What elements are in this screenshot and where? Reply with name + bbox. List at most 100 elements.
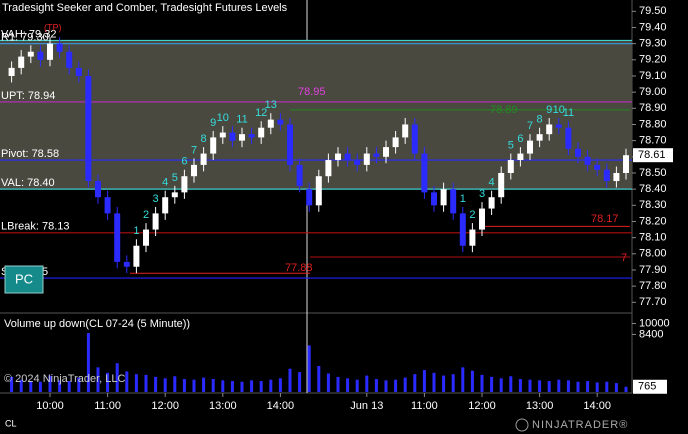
target-label: 78.17: [591, 213, 619, 225]
logo-icon: [515, 418, 529, 432]
volume-bar: [547, 381, 551, 392]
candle-body: [421, 153, 428, 193]
y-tick-label: 78.70: [639, 135, 667, 147]
volume-bar: [67, 381, 71, 392]
volume-bar: [221, 380, 225, 392]
pc-button-label[interactable]: PC: [15, 271, 33, 286]
volume-bar: [288, 368, 292, 392]
level-label: LBreak: 78.13: [1, 221, 70, 233]
candle-body: [354, 160, 361, 165]
y-tick-label: 78.90: [639, 102, 667, 114]
volume-bar: [365, 375, 369, 392]
volume-bar: [432, 372, 436, 392]
candle-body: [440, 189, 447, 206]
volume-bar: [586, 381, 590, 392]
pc-button[interactable]: PC: [4, 265, 44, 294]
volume-bar: [451, 374, 455, 392]
candle-body: [143, 229, 149, 246]
y-tick-label: 79.50: [639, 5, 667, 17]
volume-bar: [10, 376, 14, 392]
candle-body: [162, 197, 169, 214]
y-tick-label: 78.30: [639, 199, 667, 211]
candle-body: [267, 119, 274, 128]
volume-bar: [307, 345, 311, 392]
volume-bar: [605, 381, 609, 392]
candle-body: [37, 51, 44, 60]
candle-body: [123, 261, 130, 267]
edge-label: 7: [621, 252, 627, 264]
x-tick-label: 12:00: [468, 400, 496, 412]
volume-bar: [58, 380, 62, 392]
volume-bar: [106, 372, 110, 392]
volume-bar: [509, 376, 513, 392]
volume-title: Volume up down(CL 07-24 (5 Minute)): [4, 318, 190, 330]
volume-bar: [355, 379, 359, 392]
y-tick-label: 77.90: [639, 264, 667, 276]
count-label: 1: [133, 225, 139, 237]
candle-body: [565, 127, 572, 149]
candle-body: [315, 176, 322, 206]
x-tick-label: 13:00: [526, 400, 554, 412]
candle-body: [517, 153, 524, 161]
value-area: [0, 40, 632, 190]
volume-bar: [96, 367, 100, 392]
y-tick-label: 78.40: [639, 183, 667, 195]
candle-body: [623, 155, 629, 173]
pc-button-box[interactable]: [4, 265, 44, 294]
candle-body: [287, 124, 293, 165]
count-label: 5: [172, 172, 178, 184]
x-tick-label: 11:00: [411, 400, 438, 412]
level-label: UPT: 78.94: [1, 90, 55, 102]
candle-body: [584, 156, 591, 165]
candle-body: [171, 192, 178, 198]
count-label: 12: [255, 107, 267, 119]
count-label: 11: [236, 114, 247, 126]
count-label: 6: [517, 133, 523, 145]
instrument: CL: [5, 418, 17, 428]
count-label: 3: [479, 188, 485, 200]
volume-bar: [394, 379, 398, 392]
volume-bar: [269, 379, 273, 392]
volume-bar: [298, 372, 302, 392]
volume-bar: [528, 379, 532, 392]
x-tick-label: 10:00: [36, 400, 64, 412]
y-tick-label: 78.80: [639, 118, 667, 130]
candle-body: [27, 51, 34, 57]
count-label: 6: [181, 156, 187, 168]
count-label: 2: [469, 209, 475, 221]
volume-bar: [202, 377, 206, 392]
candle-body: [498, 172, 505, 198]
volume-bar: [480, 374, 484, 392]
candle-body: [85, 75, 92, 182]
candle-body: [603, 169, 610, 182]
candle-body: [325, 160, 332, 177]
x-tick-label: 11:00: [94, 400, 121, 412]
volume-bar: [134, 374, 138, 392]
volume-bar: [576, 381, 580, 392]
volume-bar: [538, 380, 542, 392]
volume-bar: [211, 378, 215, 392]
candle-body: [527, 140, 533, 154]
count-label: 9: [210, 117, 216, 129]
y-tick-label: 77.80: [639, 280, 667, 292]
candle-body: [104, 197, 111, 214]
volume-bar: [192, 379, 196, 392]
candle-body: [546, 124, 553, 135]
volume-bar: [490, 376, 494, 392]
last-volume-box: [633, 379, 667, 394]
candle-body: [258, 127, 265, 138]
candle-body: [488, 197, 495, 209]
y-tick-label: 10000: [639, 317, 670, 329]
count-label: 2: [143, 209, 149, 221]
volume-bar: [19, 379, 23, 392]
candle-body: [373, 153, 380, 157]
count-label: 7: [191, 144, 197, 156]
y-tick-label: 79.30: [639, 38, 667, 50]
candle-body: [56, 43, 63, 52]
target-label: 77.88: [285, 262, 313, 274]
candle-body: [219, 132, 226, 138]
volume-bar: [326, 373, 330, 392]
volume-bar: [144, 374, 148, 392]
volume-bar: [182, 378, 186, 392]
candle-body: [344, 153, 351, 161]
